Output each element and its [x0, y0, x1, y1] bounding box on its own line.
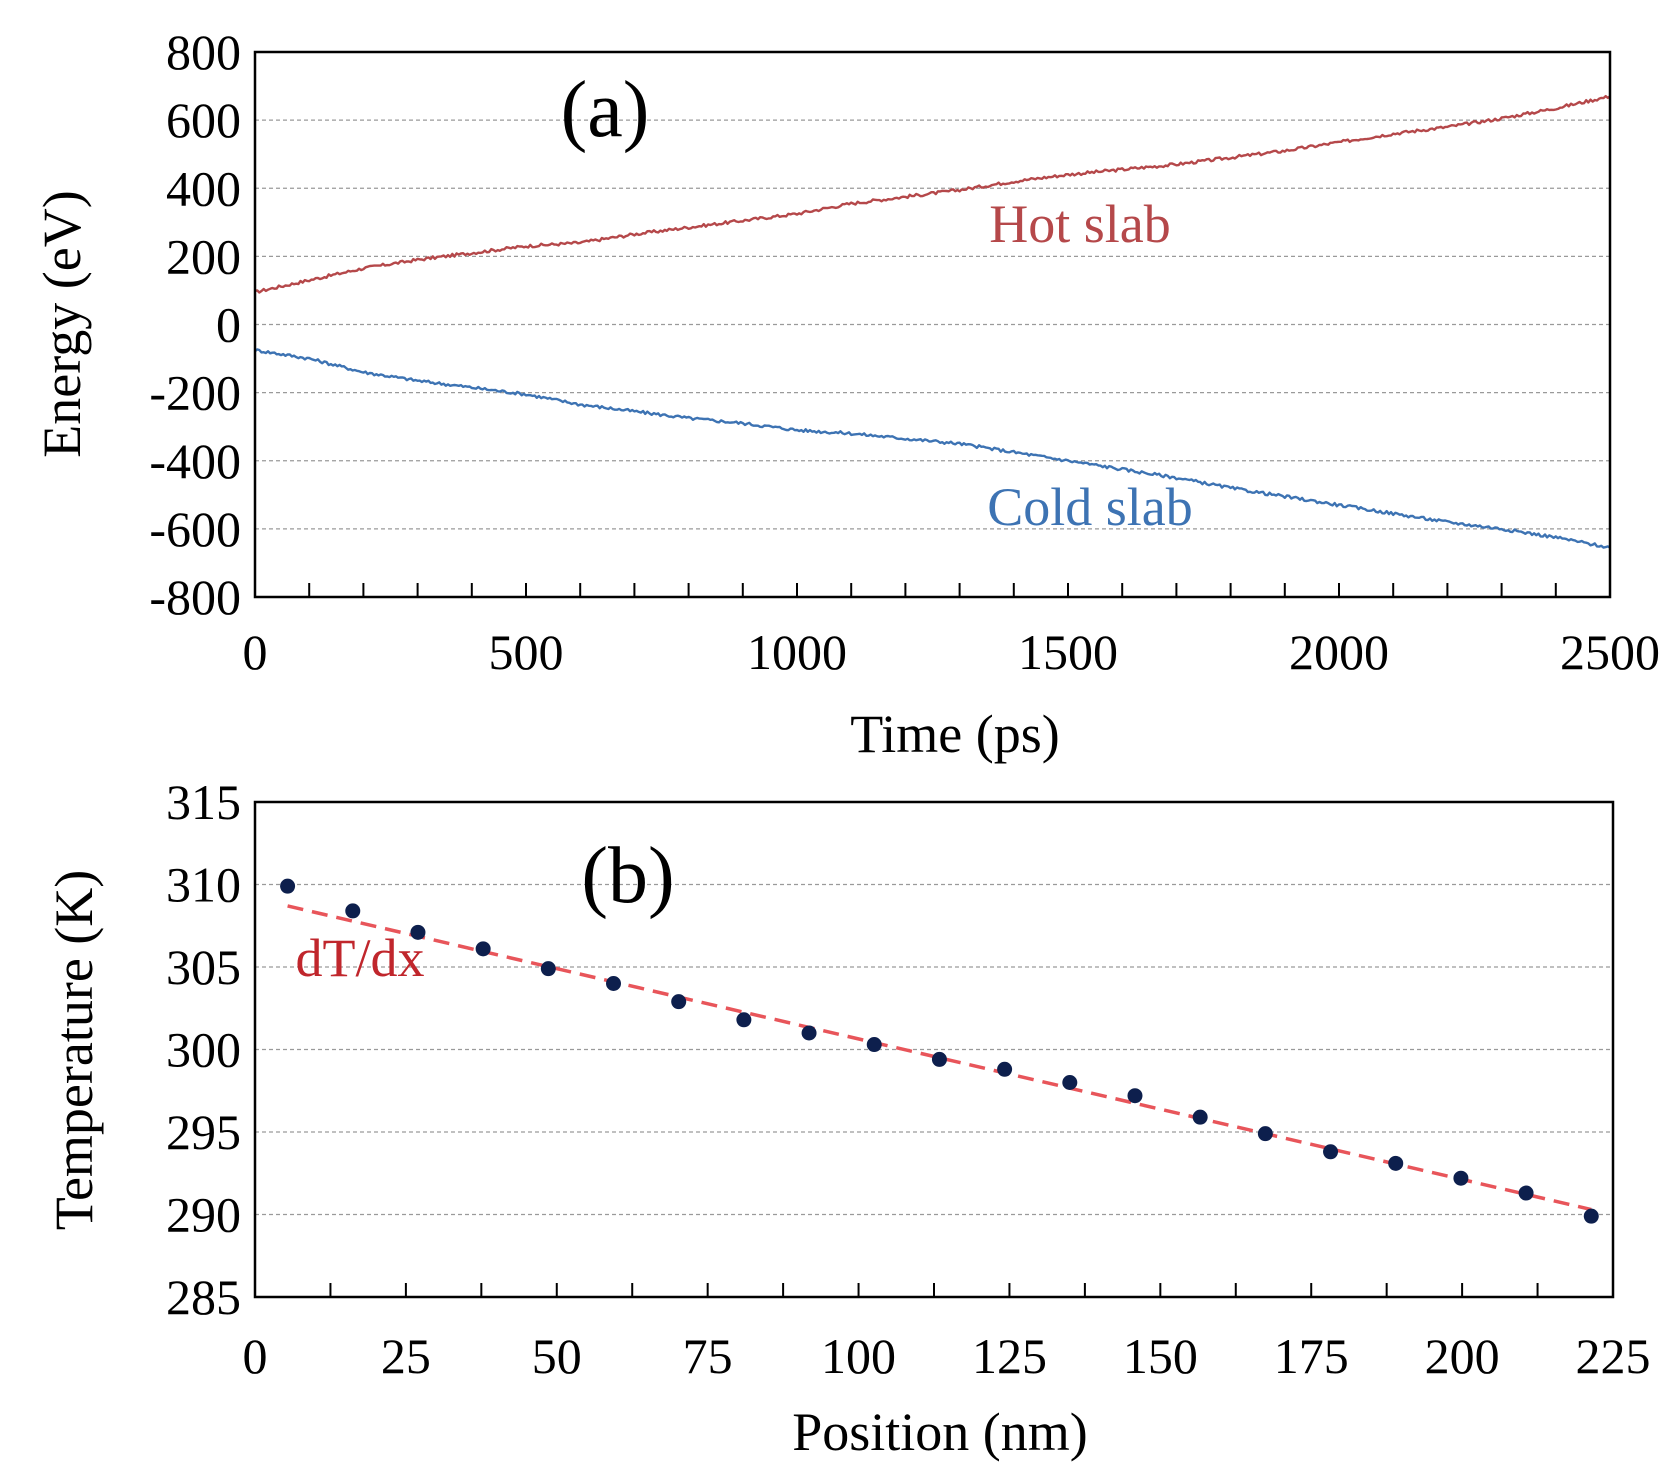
hot-slab-line	[254, 94, 1611, 294]
temperature-point	[1062, 1075, 1078, 1090]
a-y-tick-label: 0	[216, 297, 241, 353]
temperature-chart: 285 290 295 300 305 310 315 0 25 50 75 100 125 150 175…	[44, 774, 1651, 1462]
temperature-x-axis-title: Position (nm)	[792, 1402, 1088, 1462]
a-y-tick-label: 200	[166, 228, 241, 284]
temperature-point	[1323, 1144, 1339, 1160]
temperature-point	[671, 994, 687, 1010]
cold-slab-line	[254, 348, 1611, 549]
b-x-tick-label: 50	[532, 1328, 582, 1384]
temperature-point	[736, 1012, 752, 1028]
fit-line	[287, 904, 1592, 1212]
b-x-tick-label: 100	[821, 1328, 896, 1384]
temperature-point	[410, 924, 426, 940]
temperature-point	[1388, 1155, 1404, 1171]
energy-chart: -800 -600 -400 -200 0 200 400 600 800 0 500 1000 150…	[32, 24, 1660, 764]
energy-tick-labels: -800 -600 -400 -200 0 200 400 600 800 0 500 1000 150…	[149, 24, 1660, 680]
a-y-tick-label: -400	[149, 433, 241, 489]
a-x-tick-label: 1500	[1018, 624, 1118, 680]
temperature-point	[801, 1025, 817, 1041]
temperature-points	[280, 878, 1599, 1224]
temperature-point	[931, 1051, 947, 1067]
a-y-tick-label: 600	[166, 92, 241, 148]
b-y-tick-label: 295	[166, 1104, 241, 1160]
a-y-tick-label: 400	[166, 160, 241, 216]
a-x-tick-label: 2000	[1289, 624, 1389, 680]
energy-gridlines	[255, 119, 1610, 530]
temperature-point	[280, 878, 296, 894]
energy-series	[254, 94, 1611, 549]
b-y-tick-label: 300	[166, 1022, 241, 1078]
temperature-plot-frame	[253, 800, 1615, 1299]
temperature-point	[1257, 1126, 1273, 1142]
temperature-point	[540, 961, 556, 977]
temperature-panel-label: (b)	[581, 832, 674, 920]
energy-x-axis-title: Time (ps)	[850, 704, 1060, 764]
temperature-point	[475, 941, 491, 957]
b-x-tick-label: 75	[683, 1328, 733, 1384]
energy-y-axis-title: Energy (eV)	[32, 190, 92, 457]
energy-panel-label: (a)	[561, 66, 650, 154]
a-y-tick-label: -200	[149, 365, 241, 421]
temperature-y-axis-title: Temperature (K)	[44, 870, 104, 1231]
b-x-tick-label: 175	[1274, 1328, 1349, 1384]
b-y-tick-label: 315	[166, 774, 241, 830]
hot-slab-label: Hot slab	[989, 194, 1171, 254]
temperature-point	[1192, 1109, 1208, 1125]
a-y-tick-label: 800	[166, 24, 241, 80]
b-y-tick-label: 285	[166, 1269, 241, 1325]
b-y-tick-label: 305	[166, 939, 241, 995]
a-x-tick-label: 500	[489, 624, 564, 680]
a-y-tick-label: -800	[149, 569, 241, 625]
a-x-tick-label: 2500	[1560, 624, 1660, 680]
temperature-fit	[287, 904, 1592, 1212]
b-x-tick-label: 25	[381, 1328, 431, 1384]
temperature-point	[345, 903, 361, 919]
temperature-point	[1453, 1170, 1469, 1186]
a-x-tick-label: 0	[243, 624, 268, 680]
temperature-point	[1127, 1088, 1143, 1104]
b-x-tick-label: 0	[243, 1328, 268, 1384]
temperature-point	[997, 1061, 1013, 1077]
energy-plot-frame	[253, 50, 1612, 599]
temperature-gridlines	[255, 883, 1613, 1216]
b-x-tick-label: 150	[1123, 1328, 1198, 1384]
cold-slab-label: Cold slab	[987, 477, 1193, 537]
b-x-tick-label: 125	[972, 1328, 1047, 1384]
b-x-tick-label: 225	[1576, 1328, 1651, 1384]
b-y-tick-label: 310	[166, 857, 241, 913]
a-x-tick-label: 1000	[747, 624, 847, 680]
temperature-point	[1583, 1208, 1599, 1224]
temperature-tick-labels: 285 290 295 300 305 310 315 0 25 50 75 100 125 150 175…	[166, 774, 1651, 1384]
b-y-tick-label: 290	[166, 1187, 241, 1243]
a-y-tick-label: -600	[149, 501, 241, 557]
temperature-point	[866, 1037, 882, 1053]
b-x-tick-label: 200	[1425, 1328, 1500, 1384]
temperature-point	[1518, 1185, 1534, 1201]
temperature-point	[606, 976, 622, 991]
fit-label: dT/dx	[296, 928, 425, 988]
